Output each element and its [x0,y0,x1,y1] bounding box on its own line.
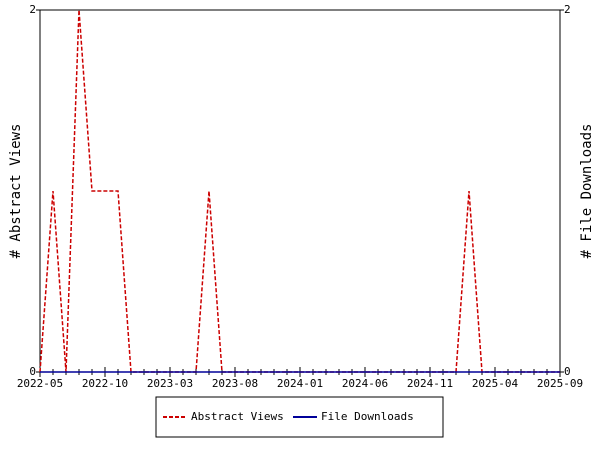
x-tick-label: 2022-05 [17,377,63,390]
x-tick-label: 2024-11 [407,377,453,390]
x-tick-label: 2022-10 [82,377,128,390]
x-tick-label: 2023-08 [212,377,258,390]
legend-label: Abstract Views [191,410,284,423]
legend-box [155,396,444,438]
x-tick-label: 2023-03 [147,377,193,390]
y-tick-label: 2 [29,3,36,16]
y2-tick-label: 2 [564,3,571,16]
y-axis-label: # Abstract Views [8,124,24,259]
y-tick-label: 0 [29,365,36,378]
series-line [39,9,560,373]
y2-tick-label: 0 [564,365,571,378]
x-tick-label: 2025-04 [472,377,519,390]
legend-label: File Downloads [321,410,414,423]
x-tick-label: 2024-06 [342,377,388,390]
y2-axis-label: # File Downloads [579,124,595,259]
x-tick-label: 2024-01 [277,377,323,390]
x-tick-label: 2025-09 [537,377,583,390]
